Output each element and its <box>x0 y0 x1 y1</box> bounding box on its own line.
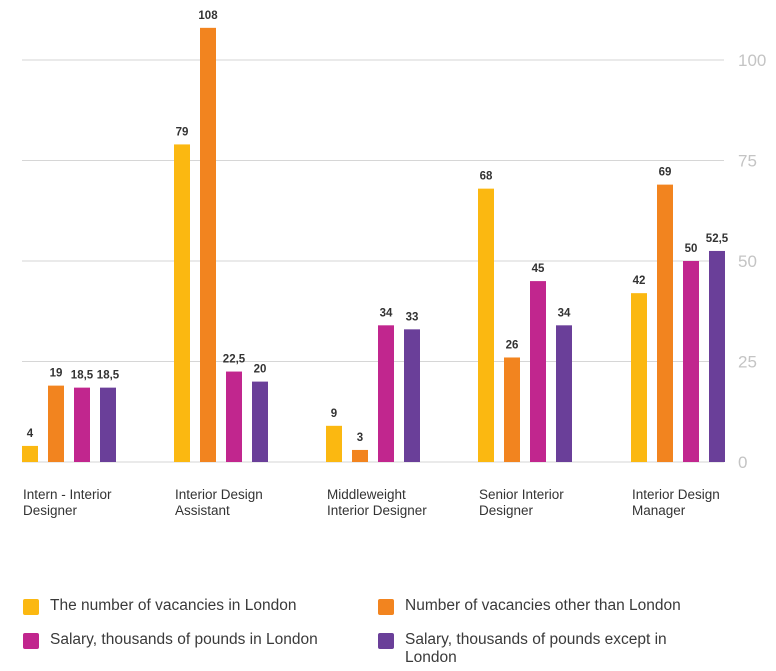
bar <box>352 449 368 462</box>
bar <box>326 425 342 462</box>
bar-value-label: 18,5 <box>71 370 94 382</box>
y-tick-label: 0 <box>738 453 747 472</box>
bar-value-label: 22,5 <box>223 354 246 366</box>
bar-value-label: 33 <box>406 311 419 323</box>
bar <box>504 357 520 462</box>
y-tick-label: 25 <box>738 353 757 372</box>
bar-value-label: 52,5 <box>706 233 729 245</box>
bar-value-label: 68 <box>480 171 493 183</box>
bar <box>556 325 572 462</box>
bar <box>100 387 116 462</box>
y-tick-label: 75 <box>738 152 757 171</box>
y-tick-label: 50 <box>738 252 757 271</box>
bar <box>378 325 394 462</box>
x-category-label: Intern - Interior Designer <box>23 487 163 519</box>
bar-value-label: 34 <box>558 307 571 319</box>
bar-value-label: 34 <box>380 307 393 319</box>
bar-value-label: 18,5 <box>97 370 120 382</box>
x-category-label: Senior Interior Designer <box>479 487 619 519</box>
bar <box>657 184 673 462</box>
bar <box>709 250 725 462</box>
bar-value-label: 20 <box>254 364 267 376</box>
x-category-label-line: Interior Design <box>632 487 720 502</box>
bar <box>48 385 64 462</box>
bar-value-label: 19 <box>50 368 63 380</box>
bar <box>530 281 546 462</box>
bar-value-label: 3 <box>357 432 363 444</box>
bar-value-label: 42 <box>633 275 646 287</box>
x-category-label-line: Interior Design <box>175 487 263 502</box>
bar <box>200 27 216 463</box>
x-category-label: Interior Design Manager <box>632 487 772 519</box>
x-category-label: Interior Design Assistant <box>175 487 315 519</box>
bar <box>683 261 699 462</box>
bar <box>631 293 647 462</box>
x-category-label-line: Manager <box>632 503 686 518</box>
bar <box>252 381 268 462</box>
x-category-label: Middleweight Interior Designer <box>327 487 467 519</box>
bar-value-label: 79 <box>176 126 189 138</box>
x-category-label-line: Intern - Interior <box>23 487 112 502</box>
bar <box>174 144 190 463</box>
bar-value-label: 9 <box>331 408 337 420</box>
bar-value-label: 4 <box>27 428 34 440</box>
bar <box>478 188 494 462</box>
bar-value-label: 45 <box>532 263 545 275</box>
x-category-label-line: Interior Designer <box>327 503 427 518</box>
bar-value-label: 69 <box>659 167 672 179</box>
bar-value-label: 26 <box>506 339 519 351</box>
bar <box>404 329 420 462</box>
bar-value-label: 108 <box>198 10 218 22</box>
bar-value-label: 50 <box>685 243 698 255</box>
x-category-label-line: Designer <box>479 503 534 518</box>
x-category-label-line: Assistant <box>175 503 230 518</box>
x-category-label-line: Middleweight <box>327 487 406 502</box>
x-category-label-line: Senior Interior <box>479 487 564 502</box>
bar <box>22 445 38 462</box>
bar <box>226 371 242 462</box>
x-category-label-line: Designer <box>23 503 78 518</box>
y-tick-label: 100 <box>738 51 766 70</box>
bar <box>74 387 90 462</box>
